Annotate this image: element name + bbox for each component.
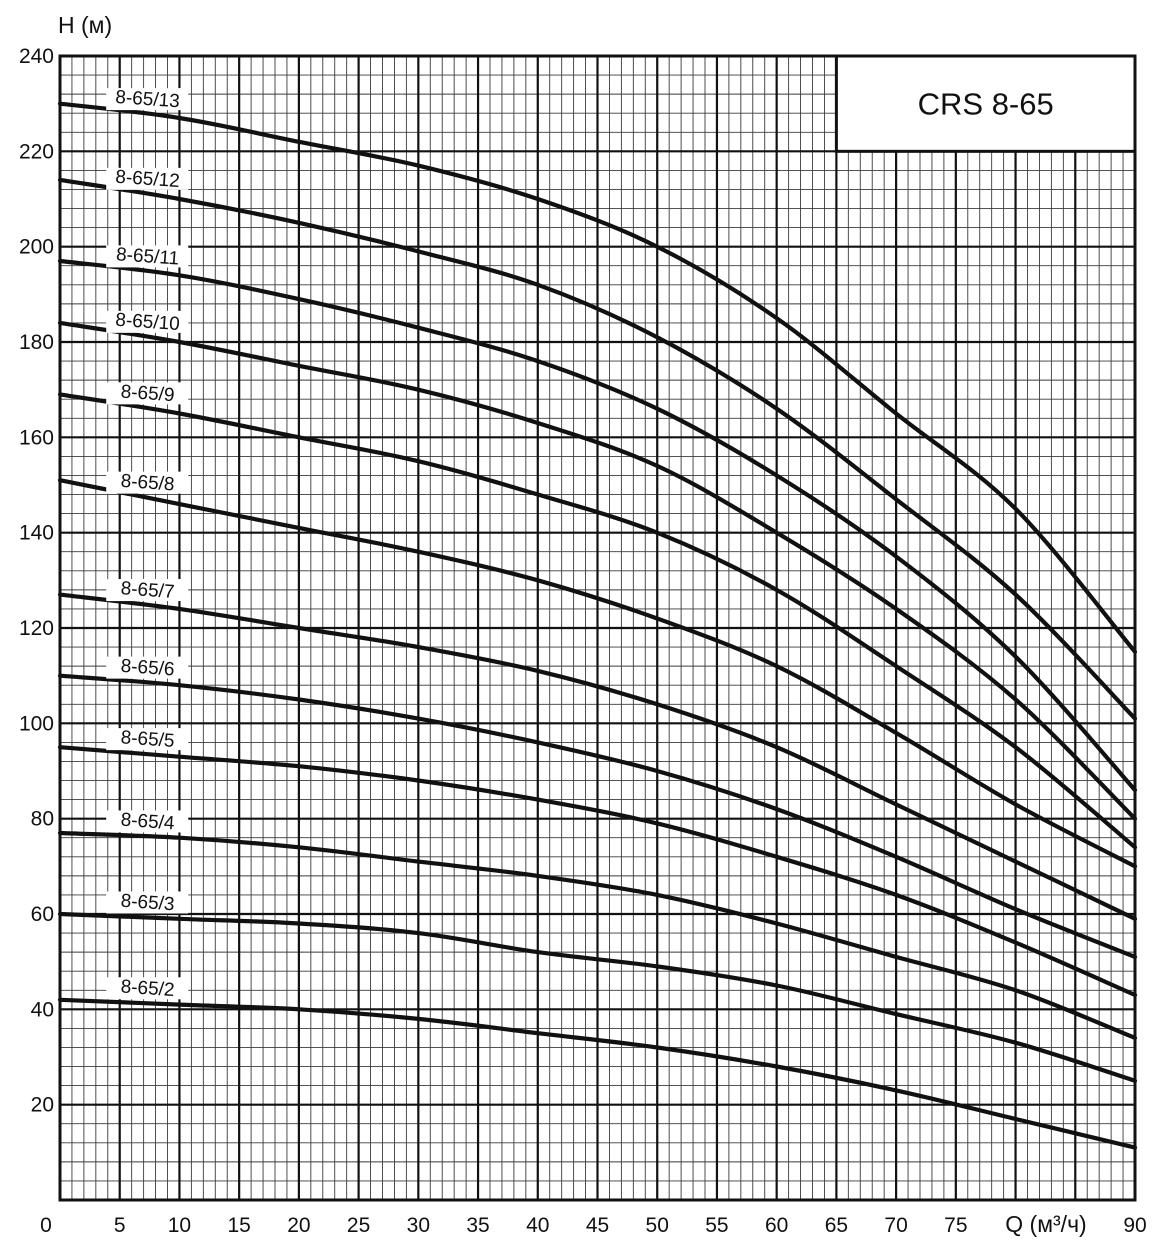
chart-title: CRS 8-65 [918, 87, 1054, 122]
series-label: 8-65/10 [115, 310, 181, 335]
series-line [57, 997, 1138, 1150]
series-label: 8-65/2 [120, 976, 175, 1001]
series-label: 8-65/13 [115, 87, 181, 112]
series-line [57, 177, 1138, 721]
x-tick-label: 90 [1123, 1214, 1146, 1237]
y-tick-label: 60 [31, 903, 54, 926]
series-label: 8-65/11 [115, 244, 179, 269]
x-tick-label: 25 [347, 1214, 370, 1237]
x-tick-label: 40 [526, 1214, 549, 1237]
x-tick-label: 35 [466, 1214, 489, 1237]
x-tick-label: 55 [705, 1214, 728, 1237]
series-label: 8-65/3 [120, 891, 175, 916]
series-label: 8-65/9 [120, 382, 175, 407]
series-label-bg [106, 810, 189, 833]
series-label: 8-65/12 [115, 167, 181, 192]
series-line [57, 592, 1138, 921]
series-label: 8-65/6 [120, 656, 175, 681]
x-tick-label: 75 [944, 1214, 967, 1237]
y-tick-label: 120 [19, 617, 54, 640]
y-axis-title: H (м) [58, 12, 112, 38]
series-label-bg [106, 382, 189, 405]
series-label-bg [106, 88, 189, 111]
y-axis-ticks: 20 40 60 80 100 120 140 160 180 200 220 240 [19, 45, 54, 1117]
series-label: 8-65/4 [120, 810, 176, 835]
series-line [57, 320, 1138, 821]
plot-frame [58, 54, 1137, 1202]
y-tick-label: 140 [19, 522, 54, 545]
series-label-bg [106, 891, 189, 914]
y-tick-label: 20 [31, 1094, 54, 1117]
series-line [57, 830, 1138, 1040]
x-axis-ticks: 0 5 10 15 20 25 30 35 40 45 50 55 60 65 70 75 90 [40, 1214, 1147, 1237]
series-label-bg [106, 579, 189, 602]
y-tick-label: 200 [19, 236, 54, 259]
series-label-bg [106, 471, 189, 494]
series-label: 8-65/8 [120, 471, 175, 496]
x-tick-label: 30 [407, 1214, 430, 1237]
series-line [57, 101, 1138, 654]
series-line [57, 911, 1138, 1083]
series-line [57, 745, 1138, 998]
series-line [57, 478, 1138, 869]
x-tick-label: 0 [40, 1214, 52, 1237]
x-tick-label: 15 [227, 1214, 250, 1237]
series-line [57, 258, 1138, 793]
y-tick-label: 100 [19, 712, 54, 735]
series-label-bg [106, 167, 189, 190]
x-tick-label: 60 [765, 1214, 788, 1237]
series-label-bg [106, 728, 189, 751]
y-tick-label: 240 [19, 45, 54, 68]
series-labels: 8-65/13 8-65/12 8-65/11 8-65/10 8-65/9 8-65/8… [106, 87, 189, 1001]
x-tick-label: 10 [168, 1214, 191, 1237]
series-line [57, 673, 1138, 959]
series-label-bg [106, 245, 189, 268]
x-axis-title: Q (м³/ч) [1005, 1211, 1086, 1237]
x-tick-label: 50 [646, 1214, 669, 1237]
y-tick-label: 40 [31, 998, 54, 1021]
y-tick-label: 80 [31, 808, 54, 831]
x-tick-label: 45 [586, 1214, 609, 1237]
x-tick-label: 20 [287, 1214, 310, 1237]
series-label-bg [106, 310, 189, 333]
series-label-bg [106, 656, 189, 679]
y-tick-label: 180 [19, 331, 54, 354]
series-line [57, 392, 1138, 850]
x-tick-label: 5 [114, 1214, 126, 1237]
x-tick-label: 70 [884, 1214, 907, 1237]
series-label: 8-65/5 [120, 727, 175, 752]
series-label-bg [106, 977, 189, 1000]
y-tick-label: 220 [19, 140, 54, 163]
y-tick-label: 160 [19, 426, 54, 449]
x-tick-label: 65 [825, 1214, 848, 1237]
series-label: 8-65/7 [120, 578, 175, 603]
curves [57, 101, 1138, 1150]
